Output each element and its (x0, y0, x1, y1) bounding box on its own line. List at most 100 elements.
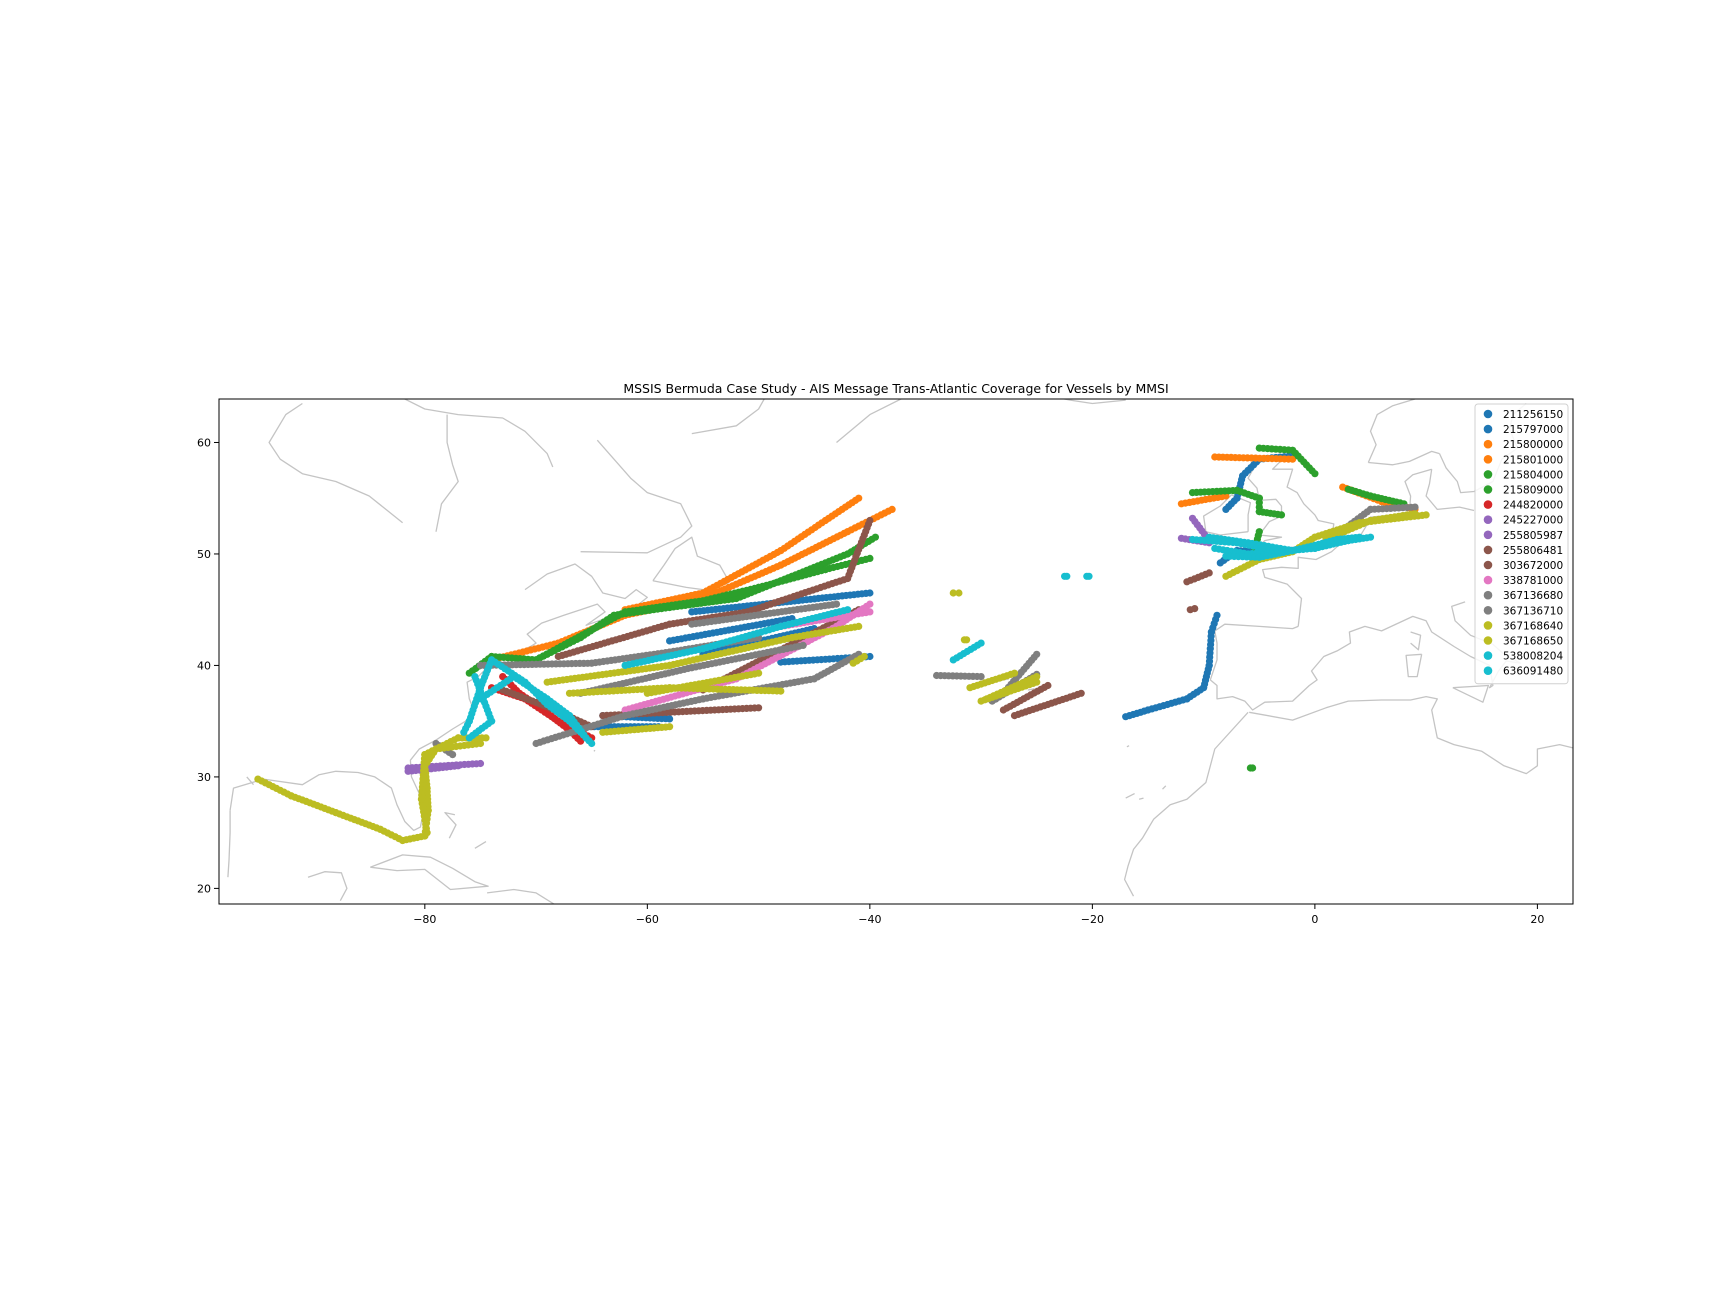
data-point (963, 636, 971, 644)
legend-marker (1483, 470, 1493, 479)
data-point (1422, 511, 1430, 519)
legend-entry[interactable]: 636091480 (1483, 666, 1563, 678)
x-tick-label: −40 (858, 913, 881, 926)
data-point (1249, 764, 1257, 772)
series-636091480 (465, 533, 1363, 742)
data-point (666, 715, 674, 723)
legend-label: 215801000 (1503, 454, 1563, 466)
legend-entry[interactable]: 367168640 (1483, 620, 1563, 632)
series-367168650 (417, 510, 1419, 837)
legend-entry[interactable]: 367136710 (1483, 605, 1563, 617)
legend-label: 211256150 (1503, 409, 1563, 421)
legend-entry[interactable]: 538008204 (1483, 651, 1564, 663)
legend-entry[interactable]: 215797000 (1483, 424, 1563, 436)
data-point (1033, 650, 1041, 658)
legend-marker (1483, 439, 1493, 449)
legend-marker (1483, 651, 1493, 660)
data-point (1044, 681, 1052, 690)
data-point (871, 533, 880, 541)
legend-entry[interactable]: 215800000 (1483, 439, 1563, 451)
legend-entry[interactable]: 215801000 (1483, 454, 1563, 466)
coastline (1125, 793, 1135, 799)
coastline (1126, 745, 1130, 748)
data-point (1355, 533, 1363, 541)
coastline (1123, 711, 1249, 897)
data-point (755, 704, 763, 712)
data-point (1077, 689, 1085, 697)
data-point (866, 554, 874, 563)
legend-entry[interactable]: 338781000 (1483, 575, 1563, 587)
legend-entry[interactable]: 367136680 (1483, 590, 1563, 602)
coastline (1209, 601, 1522, 711)
data-point (1205, 569, 1213, 577)
legend-entry[interactable]: 211256150 (1483, 409, 1563, 421)
coastline (580, 439, 693, 554)
data-point (1213, 611, 1221, 619)
data-point (866, 608, 874, 616)
data-point (949, 589, 957, 597)
data-point (860, 652, 868, 661)
series-367168640 (254, 511, 1430, 845)
legend-marker (1483, 409, 1493, 419)
coastline (652, 536, 730, 592)
legend-label: 367168650 (1503, 636, 1563, 648)
coastline (836, 399, 903, 443)
coastline (1027, 688, 1035, 691)
legend-marker (1483, 666, 1493, 675)
legend-label: 255805987 (1503, 530, 1563, 542)
series-215809000 (532, 554, 1257, 772)
coastline (370, 854, 489, 891)
legend-label: 367168640 (1503, 620, 1563, 632)
data-point (1033, 678, 1041, 686)
legend-marker (1483, 621, 1493, 630)
legend-marker (1483, 590, 1493, 600)
data-point (866, 516, 874, 525)
legend-label: 244820000 (1503, 500, 1563, 512)
legend-marker (1483, 545, 1493, 555)
legend-entry[interactable]: 215809000 (1483, 485, 1563, 497)
data-point (1289, 455, 1297, 463)
data-point (454, 762, 462, 770)
coastline (1061, 399, 1071, 401)
legend-entry[interactable]: 367168650 (1483, 636, 1563, 648)
data-point (1063, 572, 1071, 580)
coastline (1368, 450, 1440, 466)
coastline (1367, 399, 1416, 463)
legend-marker (1483, 560, 1493, 570)
legend-entry[interactable]: 245227000 (1483, 515, 1563, 527)
axes-layer: −80 −60 −40 −20 0 20 20 30 40 50 60 (197, 436, 1544, 926)
coastline (1202, 494, 1252, 536)
data-point (577, 737, 585, 745)
legend-marker (1483, 530, 1493, 540)
data-point (588, 739, 596, 748)
legend-entry[interactable]: 255805987 (1483, 530, 1563, 542)
coastline (1425, 469, 1475, 512)
legend[interactable]: 211256150 215797000 215800000 215801000 2158… (1474, 403, 1569, 685)
data-point (666, 723, 674, 731)
legend-entry[interactable]: 215804000 (1483, 469, 1563, 481)
x-tick-label: −20 (1081, 913, 1104, 926)
legend-marker (1483, 606, 1493, 615)
data-point (866, 589, 874, 597)
coastline (1070, 399, 1126, 405)
coastline (229, 563, 648, 832)
coastline (435, 414, 459, 532)
data-point (977, 673, 985, 681)
y-tick-label: 20 (197, 882, 211, 895)
legend-entry[interactable]: 303672000 (1483, 560, 1563, 572)
legend-marker (1483, 500, 1493, 509)
data-point (777, 687, 785, 695)
data-point (1311, 470, 1319, 478)
legend-label: 215800000 (1503, 439, 1563, 451)
legend-label: 367136710 (1503, 605, 1563, 617)
legend-entry[interactable]: 244820000 (1483, 500, 1563, 512)
data-point (955, 589, 963, 597)
legend-marker (1483, 636, 1493, 645)
data-point (1085, 572, 1093, 580)
data-point (832, 600, 841, 608)
data-point (866, 652, 874, 661)
legend-label: 245227000 (1503, 515, 1563, 527)
legend-entry[interactable]: 255806481 (1483, 545, 1563, 557)
data-point (449, 751, 457, 759)
legend-label: 255806481 (1503, 545, 1563, 557)
